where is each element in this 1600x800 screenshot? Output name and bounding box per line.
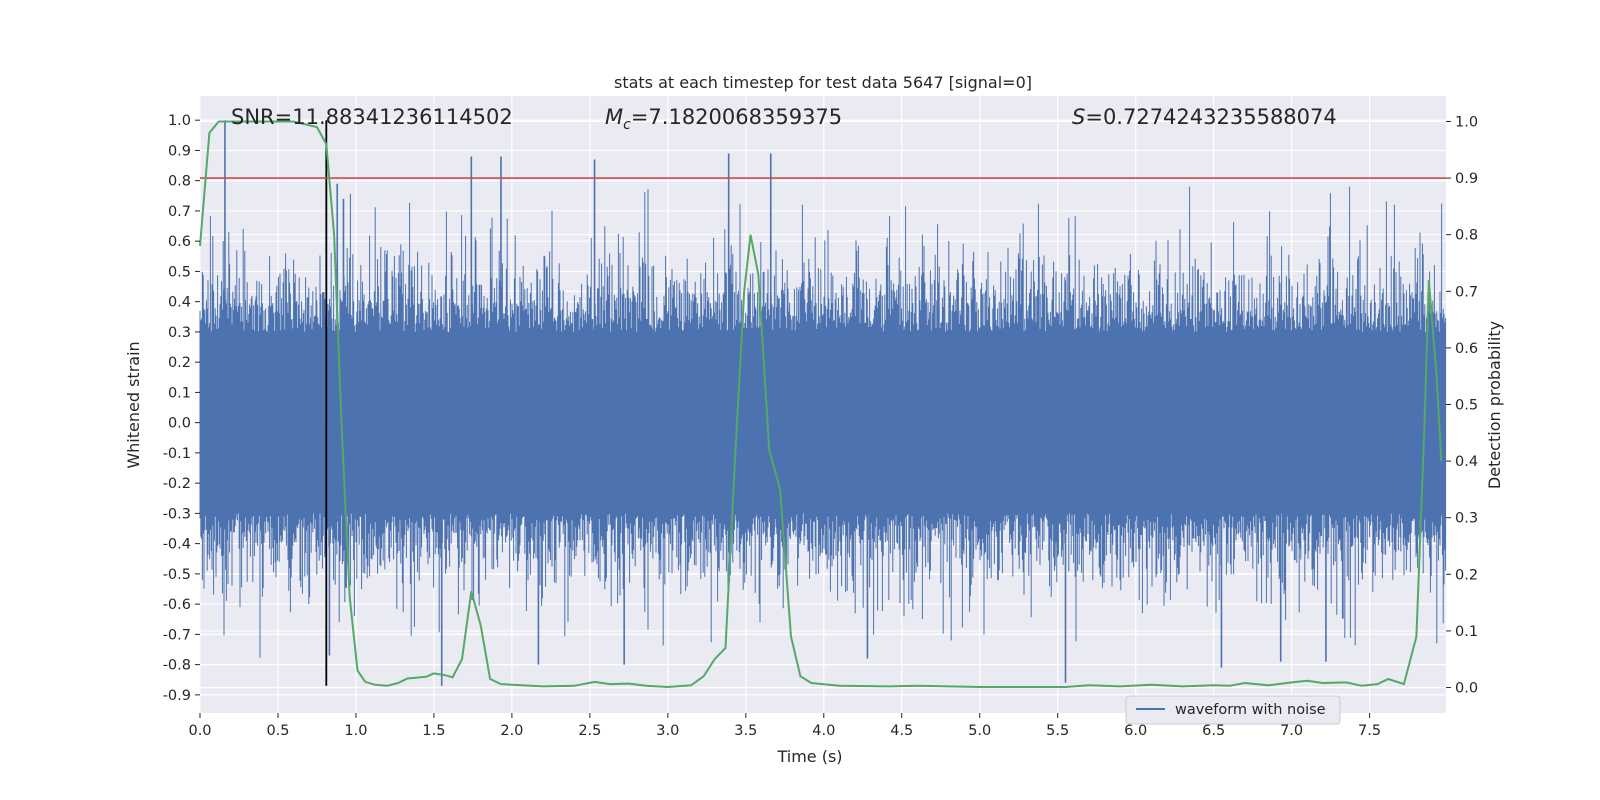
- y2-axis-label: Detection probability: [1485, 321, 1504, 489]
- x-tick-label: 1.0: [344, 723, 367, 739]
- legend: waveform with noise: [1125, 695, 1341, 725]
- chirp-mass-value: =7.1820068359375: [631, 105, 842, 129]
- y-tick-label: -0.5: [163, 567, 191, 583]
- chart-title: stats at each timestep for test data 564…: [614, 73, 1032, 92]
- y2-tick-label: 0.2: [1455, 567, 1478, 583]
- s-value: =0.7274243235588074: [1085, 105, 1336, 129]
- y2-tick-label: 0.6: [1455, 341, 1478, 357]
- y-tick-label: 0.2: [168, 355, 191, 371]
- y-tick-label: 0.9: [168, 143, 191, 159]
- detection-probability-line: [199, 120, 1443, 689]
- y2-tick-label: 0.9: [1455, 171, 1478, 187]
- y-tick-label: -0.6: [163, 597, 191, 613]
- waveform-series: [199, 120, 1447, 686]
- y-tick-label: -0.9: [163, 688, 191, 704]
- x-axis-ticks: 0.0 0.5 1.0 1.5 2.0 2.5 3.0 3.5 4.0 4.5 5.0 5.5 6.0 6…: [188, 713, 1381, 739]
- x-tick-label: 2.5: [578, 723, 601, 739]
- y-axis-label: Whitened strain: [124, 341, 143, 468]
- y-tick-label: 0.4: [168, 295, 191, 311]
- x-tick-label: 5.0: [968, 723, 991, 739]
- x-tick-label: 6.0: [1124, 723, 1147, 739]
- chirp-mass-annotation: Mc=7.1820068359375: [605, 105, 842, 133]
- y-tick-label: 0.6: [168, 234, 191, 250]
- x-tick-label: 3.5: [734, 723, 757, 739]
- y2-tick-label: 0.0: [1455, 681, 1478, 697]
- y2-axis-ticks: 1.0 0.9 0.8 0.7 0.6 0.5 0.4 0.3 0.2 0.1 0.0: [1446, 114, 1478, 697]
- legend-entry: waveform with noise: [1175, 702, 1326, 718]
- y-tick-label: 0.7: [168, 204, 191, 220]
- chirp-mass-subscript: c: [623, 117, 631, 133]
- legend-box: [1125, 695, 1341, 725]
- y-tick-label: -0.7: [163, 627, 191, 643]
- x-tick-label: 4.5: [890, 723, 913, 739]
- x-tick-label: 7.0: [1280, 723, 1303, 739]
- y2-tick-label: 0.8: [1455, 228, 1478, 244]
- y-tick-label: -0.2: [163, 476, 191, 492]
- waveform-noise: [199, 186, 1447, 658]
- x-axis-label: Time (s): [776, 747, 842, 766]
- x-tick-label: 3.0: [656, 723, 679, 739]
- x-tick-label: 0.0: [188, 723, 211, 739]
- y2-tick-label: 0.3: [1455, 511, 1478, 527]
- x-tick-label: 6.5: [1202, 723, 1225, 739]
- x-tick-label: 2.0: [500, 723, 523, 739]
- y2-tick-label: 0.1: [1455, 624, 1478, 640]
- x-tick-label: 0.5: [266, 723, 289, 739]
- y2-tick-label: 1.0: [1455, 114, 1478, 130]
- y-tick-label: -0.1: [163, 446, 191, 462]
- y-tick-label: 1.0: [168, 113, 191, 129]
- snr-annotation: SNR=11.88341236114502: [231, 105, 513, 129]
- y-axis-ticks: 1.0 0.9 0.8 0.7 0.6 0.5 0.4 0.3 0.2 0.1 0.0 -0.1 -0.…: [163, 113, 200, 704]
- y-tick-label: 0.3: [168, 325, 191, 341]
- y-tick-label: -0.8: [163, 658, 191, 674]
- x-tick-label: 7.5: [1358, 723, 1381, 739]
- x-tick-label: 5.5: [1046, 723, 1069, 739]
- y2-tick-label: 0.5: [1455, 398, 1478, 414]
- x-tick-label: 4.0: [812, 723, 835, 739]
- y-tick-label: 0.8: [168, 174, 191, 190]
- y-tick-label: -0.3: [163, 506, 191, 522]
- s-symbol: S: [1072, 105, 1085, 129]
- y2-tick-label: 0.7: [1455, 284, 1478, 300]
- chirp-mass-symbol: M: [605, 105, 623, 129]
- y-tick-label: 0.0: [168, 416, 191, 432]
- y-tick-label: 0.1: [168, 385, 191, 401]
- y-tick-label: 0.5: [168, 264, 191, 280]
- x-tick-label: 1.5: [422, 723, 445, 739]
- s-annotation: S=0.7274243235588074: [1072, 105, 1337, 129]
- y-tick-label: -0.4: [163, 537, 191, 553]
- y2-tick-label: 0.4: [1455, 454, 1478, 470]
